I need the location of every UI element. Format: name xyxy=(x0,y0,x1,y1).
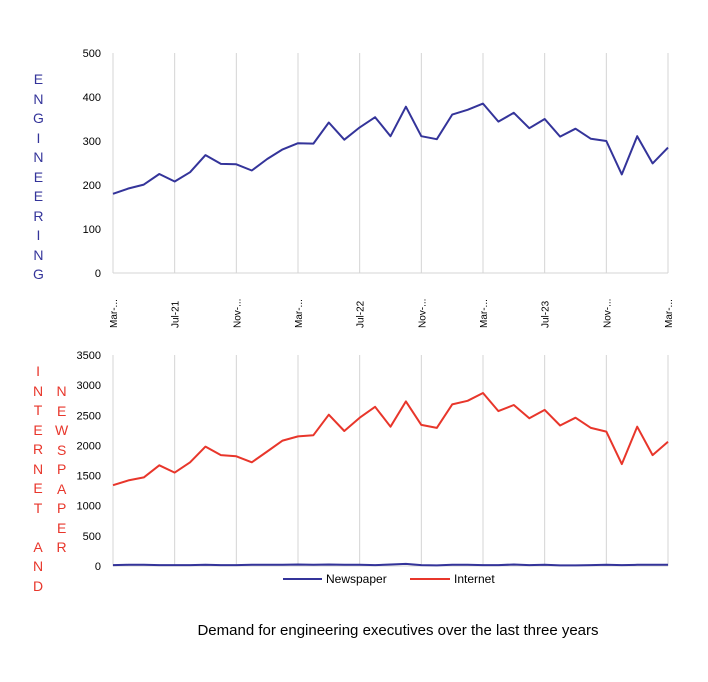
y-tick-label: 400 xyxy=(83,92,101,104)
legend-label-internet: Internet xyxy=(454,572,495,586)
axis-label-letter: T xyxy=(33,499,43,516)
axis-label-letter: E xyxy=(56,402,67,419)
x-tick-label: Jul-21 xyxy=(171,300,182,328)
y-tick-label: 2000 xyxy=(77,440,101,452)
x-tick-label: Nov-... xyxy=(232,299,243,328)
y-tick-label: 300 xyxy=(83,136,101,148)
series-line-newspaper xyxy=(112,562,668,567)
x-tick-label: Mar-... xyxy=(294,299,305,328)
axis-label-letter: R xyxy=(56,539,67,555)
series-line-engineering xyxy=(112,102,669,195)
axis-label-letter: N xyxy=(33,460,44,477)
axis-label-letter: A xyxy=(33,538,43,555)
axis-label-letter: G xyxy=(33,266,44,282)
y-tick-label: 0 xyxy=(95,268,101,280)
axis-label-letter: A xyxy=(56,480,67,497)
axis-label-letter: S xyxy=(56,441,67,458)
axis-label-letter: N xyxy=(33,558,44,574)
axis-label-letter: I xyxy=(36,227,41,243)
axis-label-letter: R xyxy=(33,207,44,224)
axis-label-letter: E xyxy=(33,421,43,438)
axis-label-letter: P xyxy=(56,500,67,516)
x-tick-label: Mar-... xyxy=(479,299,490,328)
y-tick-label: 1000 xyxy=(77,501,101,513)
y-tick-label: 2500 xyxy=(77,410,101,422)
y-tick-label: 500 xyxy=(83,48,101,60)
y-tick-label: 3000 xyxy=(77,380,101,392)
x-tick-label: Jul-23 xyxy=(541,300,552,328)
axis-label-letter xyxy=(36,518,40,538)
axis-label-letter: N xyxy=(33,382,44,399)
axis-label-letter: P xyxy=(56,461,67,477)
axis-label-letter: R xyxy=(33,441,44,457)
series-line-internet xyxy=(112,392,669,487)
y-tick-label: 1500 xyxy=(77,471,101,483)
axis-label-letter: E xyxy=(33,188,44,204)
axis-label-letter: E xyxy=(33,480,43,496)
axis-label-letter: T xyxy=(33,402,43,418)
axis-label-letter: N xyxy=(56,383,67,399)
x-tick-label: Mar-... xyxy=(664,299,675,328)
axis-label-letter: G xyxy=(33,110,44,126)
y-tick-label: 3500 xyxy=(77,350,101,362)
y-tick-label: 0 xyxy=(95,561,101,573)
axis-label-letter: N xyxy=(33,90,44,107)
axis-label-letter: E xyxy=(33,71,44,87)
axis-label-letter: E xyxy=(33,168,44,185)
x-tick-label: Nov-... xyxy=(417,299,428,328)
axis-label-letter: I xyxy=(36,363,40,379)
legend-label-newspaper: Newspaper xyxy=(326,572,387,586)
y-tick-label: 200 xyxy=(83,180,101,192)
x-tick-label: Nov-... xyxy=(602,299,613,328)
y-tick-label: 500 xyxy=(83,531,101,543)
axis-label-letter: N xyxy=(33,149,44,165)
x-tick-label: Jul-22 xyxy=(356,300,367,328)
y-tick-label: 100 xyxy=(83,224,101,236)
axis-label-letter: N xyxy=(33,246,44,263)
axis-label-letter: W xyxy=(55,422,69,438)
axis-label-letter: D xyxy=(33,577,44,594)
axis-label-letter: I xyxy=(36,129,41,146)
chart-title: Demand for engineering executives over t… xyxy=(197,622,599,639)
axis-label-letter: E xyxy=(56,519,67,536)
x-tick-label: Mar-... xyxy=(109,299,120,328)
